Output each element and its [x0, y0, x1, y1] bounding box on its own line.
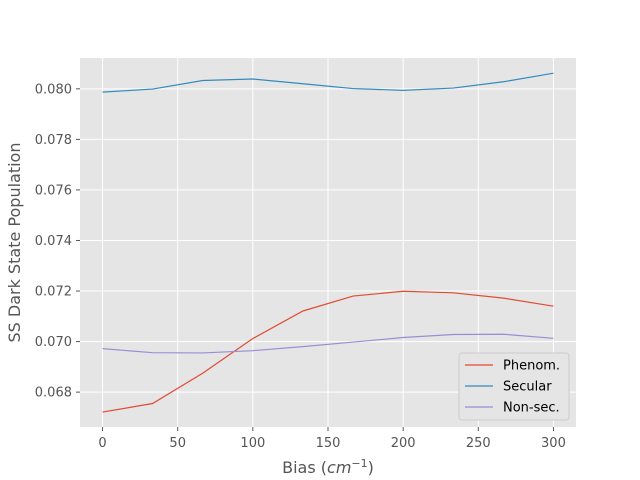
legend-box: [458, 352, 570, 421]
series-lines: [102, 72, 554, 413]
legend: Phenom. Secular Non-sec.: [458, 352, 570, 421]
x-axis-label: Bias (cm−1): [282, 457, 374, 477]
x-tick-label: 150: [316, 436, 341, 451]
x-tick-label: 0: [98, 436, 106, 451]
legend-label: Phenom.: [503, 359, 560, 374]
x-axis-ticks: 0 50 100 150 200 250 300: [98, 427, 566, 451]
y-axis-label: SS Dark State Population: [5, 143, 24, 343]
y-tick-label: 0.072: [35, 285, 72, 300]
x-tick-label: 100: [240, 436, 265, 451]
x-tick-label: 50: [169, 436, 186, 451]
y-tick-label: 0.078: [35, 133, 72, 148]
x-tick-label: 200: [391, 436, 416, 451]
series-line-2: [102, 333, 554, 354]
y-axis-ticks: 0.068 0.070 0.072 0.074 0.076 0.078 0.080: [35, 82, 80, 401]
legend-label: Secular: [503, 380, 552, 395]
x-tick-label: 250: [466, 436, 491, 451]
y-tick-label: 0.074: [35, 234, 72, 249]
y-tick-label: 0.076: [35, 183, 72, 198]
series-line-1: [102, 72, 554, 93]
series-line-0: [102, 290, 554, 413]
grid-lines: [80, 58, 576, 427]
y-tick-label: 0.068: [35, 386, 72, 401]
y-tick-label: 0.070: [35, 335, 72, 350]
y-tick-label: 0.080: [35, 82, 72, 97]
legend-label: Non-sec.: [503, 401, 560, 416]
x-tick-label: 300: [541, 436, 566, 451]
